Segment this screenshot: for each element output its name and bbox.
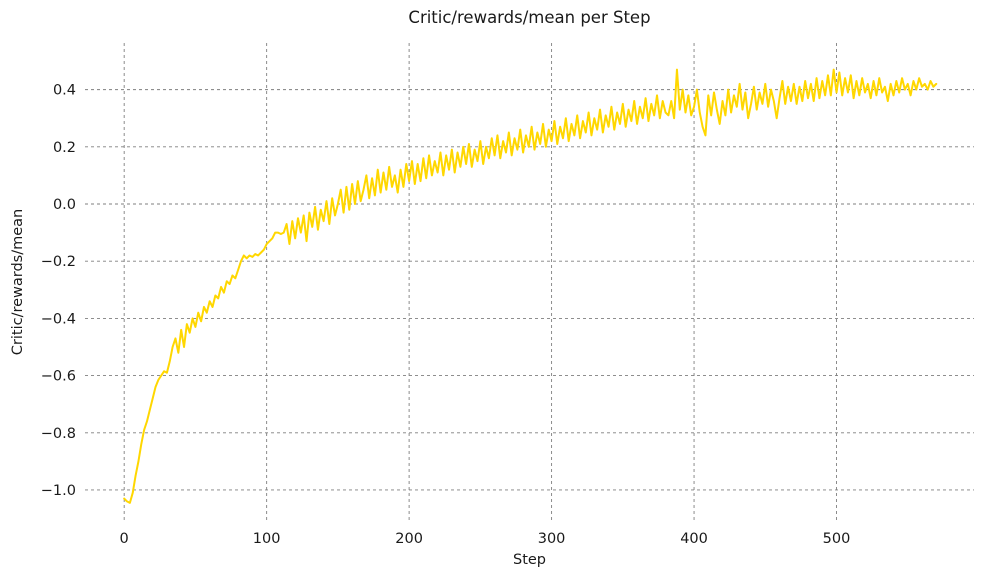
y-tick-label: −0.8 bbox=[41, 426, 76, 442]
y-tick-label: 0.4 bbox=[53, 83, 76, 99]
y-tick-label: 0.2 bbox=[53, 140, 76, 156]
x-tick-label: 300 bbox=[538, 531, 566, 547]
chart-title: Critic/rewards/mean per Step bbox=[408, 8, 651, 27]
y-tick-label: −1.0 bbox=[41, 483, 76, 499]
data-series bbox=[123, 68, 938, 504]
y-tick-label: −0.6 bbox=[41, 369, 76, 385]
x-tick-labels: 0 100 200 300 400 500 bbox=[120, 531, 851, 547]
y-tick-label: −0.2 bbox=[41, 254, 76, 270]
x-tick-label: 200 bbox=[395, 531, 423, 547]
x-axis-label: Step bbox=[512, 552, 546, 568]
y-tick-label: −0.4 bbox=[41, 311, 76, 327]
y-tick-labels: 0.4 0.2 0.0 −0.2 −0.4 −0.6 −0.8 −1.0 bbox=[41, 83, 76, 499]
x-tick-label: 100 bbox=[253, 531, 281, 547]
reward-mean-line bbox=[123, 68, 938, 504]
grid-lines bbox=[85, 43, 974, 520]
x-tick-label: 500 bbox=[823, 531, 851, 547]
y-axis-label: Critic/rewards/mean bbox=[10, 208, 26, 356]
x-tick-label: 400 bbox=[680, 531, 708, 547]
x-tick-label: 0 bbox=[120, 531, 129, 547]
y-tick-label: 0.0 bbox=[53, 197, 76, 213]
